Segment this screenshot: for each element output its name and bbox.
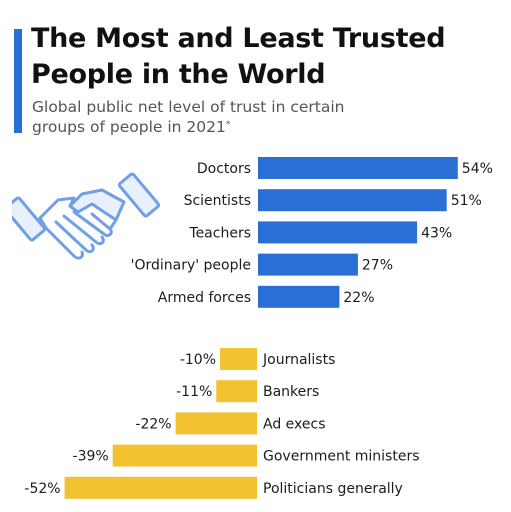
data-label: -22% bbox=[135, 416, 171, 432]
subtitle-line-1: Global public net level of trust in cert… bbox=[32, 98, 345, 116]
category-label: Teachers bbox=[188, 225, 251, 241]
data-label: 51% bbox=[451, 193, 482, 209]
subtitle: Global public net level of trust in cert… bbox=[32, 97, 502, 137]
bar-trusted bbox=[258, 189, 447, 212]
data-label: -39% bbox=[73, 449, 109, 465]
bar-least-trusted bbox=[175, 412, 257, 435]
category-label: Armed forces bbox=[158, 290, 251, 306]
category-label: Government ministers bbox=[263, 449, 420, 465]
bar-least-trusted bbox=[112, 444, 257, 467]
category-label: Scientists bbox=[184, 193, 251, 209]
data-label: 54% bbox=[462, 161, 493, 177]
bar-trusted bbox=[258, 253, 358, 276]
category-label: Ad execs bbox=[263, 416, 326, 432]
data-label: 27% bbox=[362, 258, 393, 274]
data-label: -10% bbox=[180, 352, 216, 368]
data-label: -52% bbox=[24, 481, 60, 497]
data-label: 22% bbox=[343, 290, 374, 306]
title-line-1: The Most and Least Trusted bbox=[31, 23, 446, 54]
category-label: Politicians generally bbox=[263, 481, 403, 497]
category-label: 'Ordinary' people bbox=[131, 258, 251, 274]
bar-trusted bbox=[258, 157, 458, 179]
subtitle-line-2-text: groups of people in 2021 bbox=[32, 118, 226, 136]
bar-trusted bbox=[258, 221, 418, 244]
data-label: 43% bbox=[421, 225, 452, 241]
bar-least-trusted bbox=[216, 380, 257, 403]
page-title: The Most and Least Trusted People in the… bbox=[31, 21, 501, 93]
subtitle-footnote-mark: * bbox=[225, 120, 231, 130]
category-label: Bankers bbox=[263, 384, 319, 400]
data-label: -11% bbox=[176, 384, 212, 400]
bar-least-trusted bbox=[220, 348, 257, 370]
category-label: Doctors bbox=[197, 161, 251, 177]
bar-trusted bbox=[258, 285, 340, 308]
accent-bar bbox=[14, 29, 22, 133]
subtitle-line-2: groups of people in 2021* bbox=[32, 117, 502, 137]
title-line-2: People in the World bbox=[31, 59, 326, 90]
category-label: Journalists bbox=[262, 352, 335, 368]
handshake-icon bbox=[12, 172, 161, 260]
bar-least-trusted bbox=[64, 476, 257, 499]
